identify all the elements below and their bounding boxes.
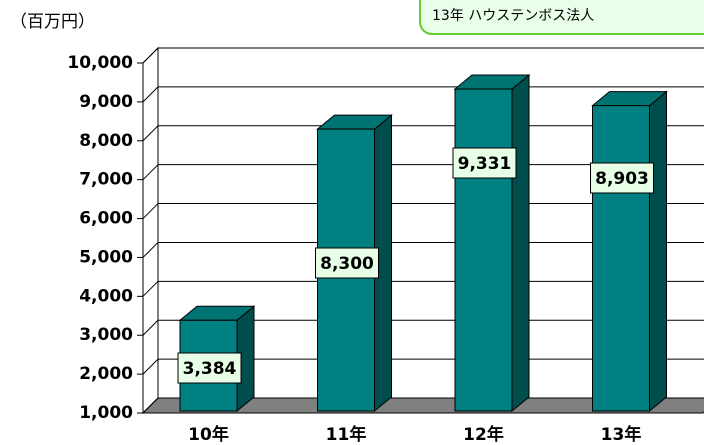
value-label: 9,331	[458, 154, 512, 174]
grid-line	[142, 203, 159, 219]
value-label: 3,384	[183, 359, 237, 379]
grid-line	[142, 164, 159, 181]
value-label-box	[315, 247, 379, 279]
grid-line	[142, 280, 159, 297]
y-tick-label: 1,000	[79, 403, 133, 423]
grid-line	[142, 125, 159, 142]
y-tick-label: 10,000	[67, 53, 133, 73]
grid-line	[142, 358, 159, 375]
y-tick-label: 4,000	[79, 286, 133, 306]
grid-line	[142, 47, 159, 64]
y-tick-label: 7,000	[79, 170, 133, 190]
y-tick-label: 3,000	[79, 325, 133, 345]
grid-line	[142, 242, 159, 258]
x-tick-label: 12年	[463, 424, 504, 445]
grid-line	[142, 397, 159, 414]
value-label-box	[177, 352, 242, 384]
x-tick-label: 10年	[188, 424, 229, 445]
bar-side	[649, 90, 667, 413]
x-tick-label: 11年	[326, 424, 367, 445]
grid-line	[142, 319, 159, 336]
y-tick-label: 9,000	[79, 92, 133, 112]
y-tick-label: 8,000	[79, 131, 133, 151]
value-label-box	[590, 162, 654, 194]
grid-line	[142, 86, 159, 103]
x-tick-label: 13年	[601, 424, 642, 445]
value-label-box	[452, 147, 517, 179]
value-label: 8,300	[320, 254, 374, 274]
value-label: 8,903	[595, 169, 649, 189]
y-tick-label: 5,000	[79, 247, 133, 267]
bar	[592, 105, 650, 412]
y-tick-label: 6,000	[79, 209, 133, 229]
bar-side	[511, 73, 530, 413]
y-axis-label: （百万円）	[10, 12, 95, 32]
y-tick-label: 2,000	[79, 364, 133, 384]
callout-text: 13年 ハウステンボス法人	[432, 8, 594, 24]
bar	[454, 88, 513, 412]
side-wall	[142, 46, 159, 415]
callout-box	[419, 0, 704, 35]
